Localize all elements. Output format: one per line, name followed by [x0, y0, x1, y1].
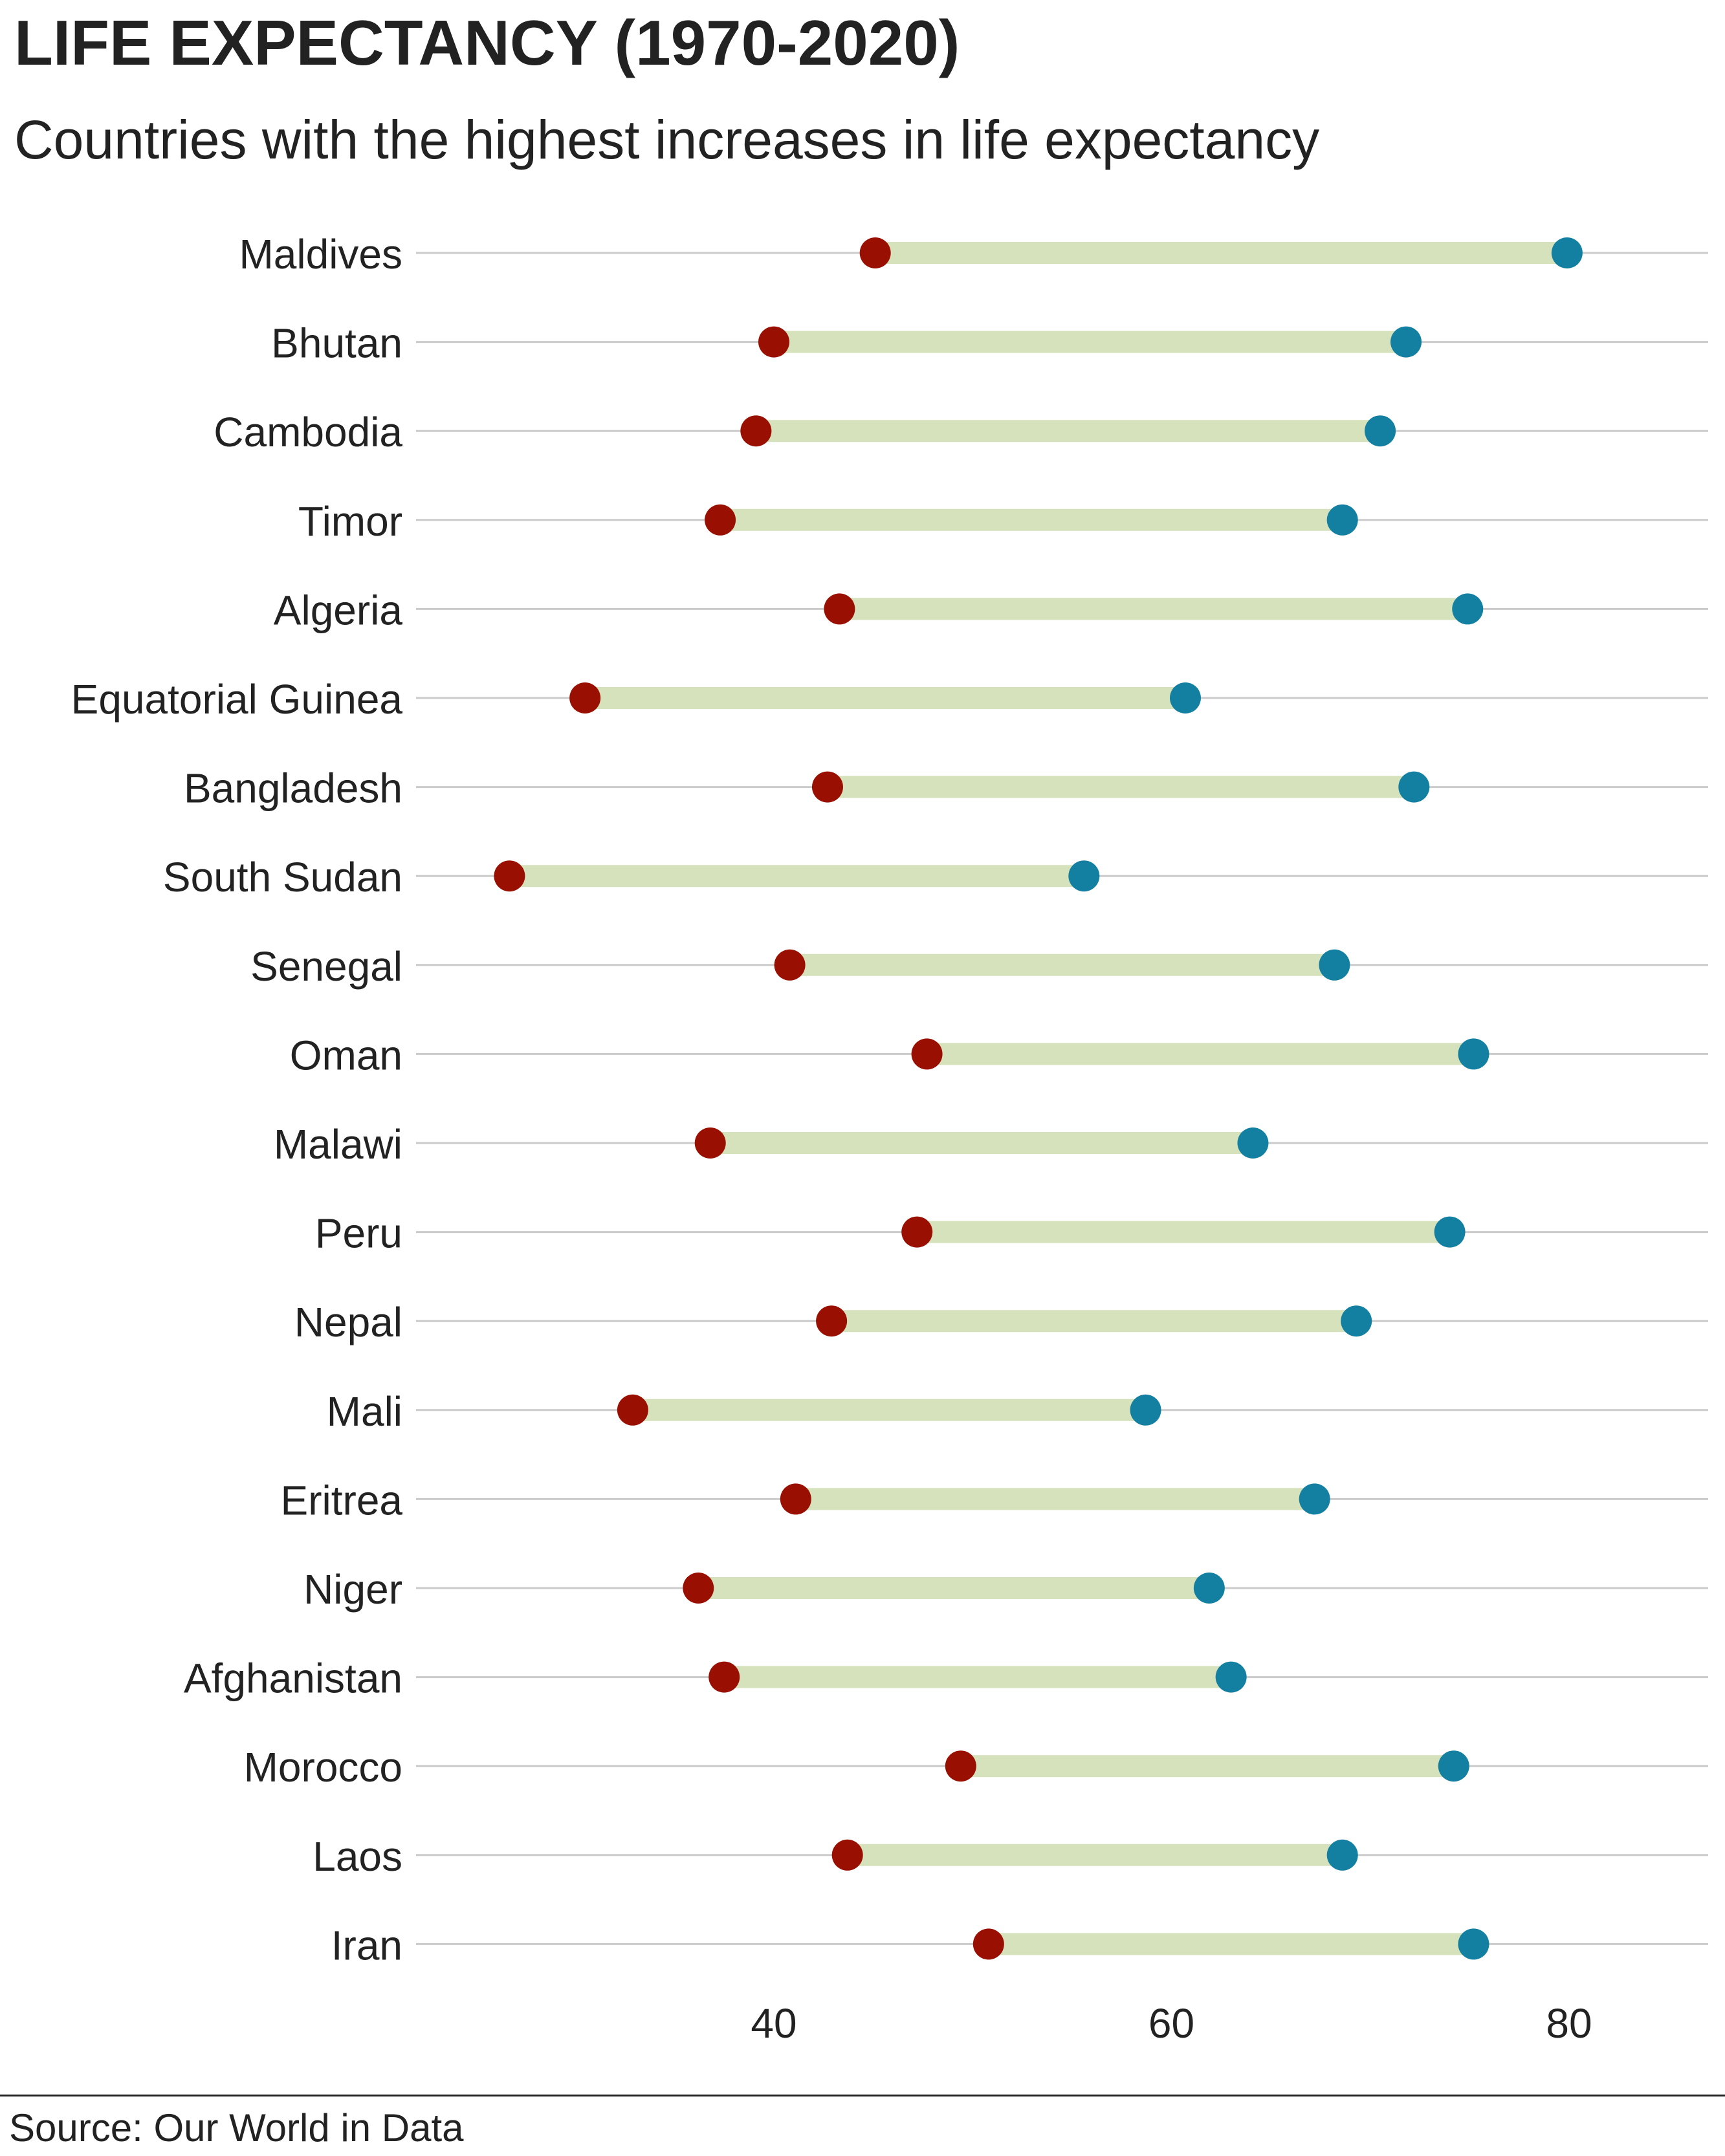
category-label-bangladesh: Bangladesh [184, 765, 402, 812]
start-dot-nepal [816, 1305, 848, 1337]
start-dot-malawi [694, 1127, 726, 1159]
category-label-nepal: Nepal [294, 1299, 402, 1345]
x-tick-label-80: 80 [1546, 2000, 1592, 2047]
start-dot-cambodia [740, 415, 772, 447]
start-dot-niger [683, 1573, 714, 1604]
x-tick-label-60: 60 [1148, 2000, 1194, 2047]
start-dot-morocco [945, 1750, 976, 1782]
start-dot-eritrea [780, 1483, 811, 1515]
category-label-peru: Peru [315, 1210, 402, 1257]
end-dot-equatorial-guinea [1169, 682, 1201, 713]
category-label-laos: Laos [313, 1833, 402, 1880]
category-label-afghanistan: Afghanistan [184, 1655, 402, 1702]
start-dot-oman [911, 1038, 943, 1070]
chart-subtitle: Countries with the highest increases in … [14, 109, 1320, 170]
start-dot-peru [901, 1216, 933, 1248]
end-dot-niger [1193, 1573, 1225, 1604]
end-dot-afghanistan [1215, 1661, 1247, 1693]
category-label-eritrea: Eritrea [281, 1477, 403, 1523]
end-dot-eritrea [1299, 1483, 1330, 1515]
end-dot-algeria [1452, 593, 1484, 625]
start-dot-algeria [824, 593, 855, 625]
category-label-oman: Oman [290, 1032, 402, 1078]
category-label-algeria: Algeria [274, 587, 403, 633]
end-dot-mali [1130, 1394, 1161, 1426]
category-label-maldives: Maldives [239, 231, 402, 278]
end-dot-malawi [1237, 1127, 1269, 1159]
end-dot-bangladesh [1398, 771, 1430, 803]
end-dot-bhutan [1390, 326, 1422, 358]
end-dot-nepal [1341, 1305, 1372, 1337]
category-label-mali: Mali [327, 1388, 402, 1435]
category-label-morocco: Morocco [244, 1744, 402, 1791]
category-label-south-sudan: South Sudan [163, 854, 402, 900]
end-dot-timor [1326, 504, 1358, 536]
end-dot-oman [1458, 1038, 1489, 1070]
start-dot-laos [831, 1839, 863, 1871]
end-dot-morocco [1438, 1750, 1469, 1782]
category-label-equatorial-guinea: Equatorial Guinea [71, 676, 403, 723]
category-label-senegal: Senegal [250, 943, 402, 990]
start-dot-timor [705, 504, 736, 536]
start-dot-bangladesh [811, 771, 843, 803]
end-dot-south-sudan [1068, 860, 1100, 892]
start-dot-senegal [774, 949, 806, 981]
start-dot-south-sudan [494, 860, 525, 892]
category-label-niger: Niger [303, 1566, 402, 1613]
footer-divider [0, 2095, 1725, 2096]
start-dot-iran [972, 1928, 1004, 1960]
start-dot-equatorial-guinea [569, 682, 601, 713]
source-note: Source: Our World in Data [9, 2106, 464, 2150]
x-tick-label-40: 40 [751, 2000, 797, 2047]
dumbbell-chart: Maldives Bhutan Cambodia Timor Algeria Equato… [71, 231, 1708, 2047]
start-dot-mali [617, 1394, 648, 1426]
end-dot-iran [1458, 1928, 1489, 1960]
chart-title: LIFE EXPECTANCY (1970-2020) [14, 7, 960, 78]
end-dot-peru [1434, 1216, 1466, 1248]
category-label-timor: Timor [298, 498, 402, 545]
end-dot-maldives [1551, 237, 1583, 268]
start-dot-afghanistan [709, 1661, 740, 1693]
category-label-malawi: Malawi [274, 1121, 402, 1168]
start-dot-maldives [859, 237, 891, 268]
end-dot-senegal [1319, 949, 1350, 981]
category-label-iran: Iran [331, 1922, 402, 1968]
end-dot-laos [1326, 1839, 1358, 1871]
category-label-bhutan: Bhutan [271, 320, 402, 367]
category-label-cambodia: Cambodia [214, 409, 402, 455]
end-dot-cambodia [1365, 415, 1396, 447]
start-dot-bhutan [758, 326, 790, 358]
